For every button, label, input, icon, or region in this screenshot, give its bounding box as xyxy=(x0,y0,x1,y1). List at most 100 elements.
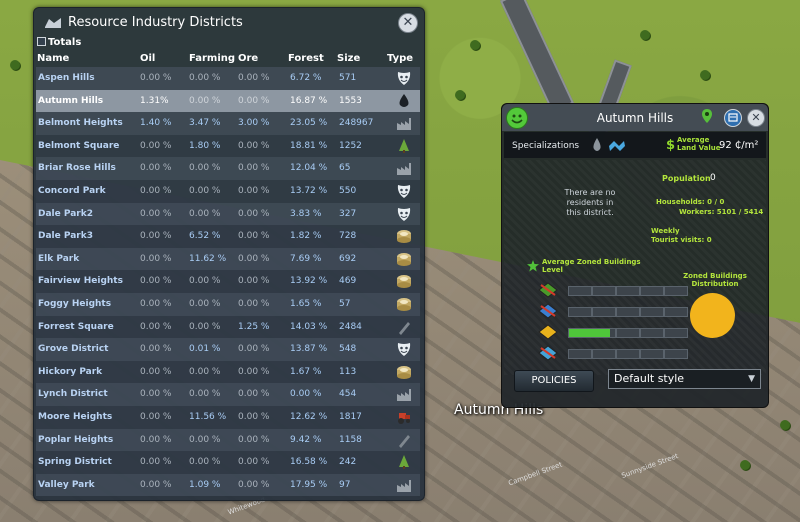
column-header-farming[interactable]: Farming xyxy=(189,53,236,64)
cell-size: 327 xyxy=(339,208,357,219)
totals-toggle[interactable]: Totals xyxy=(37,37,81,48)
cell-ore: 0.00 % xyxy=(238,253,270,264)
cell-oil: 0.00 % xyxy=(140,231,172,242)
table-row[interactable]: Lynch District 0.00 % 0.00 % 0.00 % 0.00 % 45… xyxy=(36,383,420,406)
workers-label: Workers: 5101 / 5414 xyxy=(679,208,764,216)
cell-size: 728 xyxy=(339,231,357,242)
commercial-zone-icon xyxy=(538,303,558,319)
tree xyxy=(740,460,750,470)
cell-size: 113 xyxy=(339,366,357,377)
cell-size: 1817 xyxy=(339,411,362,422)
district-name-title[interactable]: Autumn Hills xyxy=(596,111,674,125)
level-segment xyxy=(664,328,688,338)
table-row[interactable]: Grove District 0.00 % 0.01 % 0.00 % 13.87 % 5… xyxy=(36,338,420,361)
cell-oil: 0.00 % xyxy=(140,389,172,400)
land-value: 92 ₵/m² xyxy=(719,140,759,151)
table-row[interactable]: Hickory Park 0.00 % 0.00 % 0.00 % 1.67 % 113 xyxy=(36,360,420,384)
table-row[interactable]: Dale Park2 0.00 % 0.00 % 0.00 % 3.83 % 327 xyxy=(36,202,420,226)
table-row[interactable]: Foggy Heights 0.00 % 0.00 % 0.00 % 1.65 % 57 xyxy=(36,292,420,316)
cell-name: Hickory Park xyxy=(38,366,103,377)
table-row[interactable]: Moore Heights 0.00 % 11.56 % 0.00 % 12.62 % 1… xyxy=(36,405,420,429)
leisure-mask-icon xyxy=(396,341,412,357)
column-header-size[interactable]: Size xyxy=(337,53,361,64)
office-zone-icon xyxy=(538,345,558,361)
industry-factory-icon xyxy=(396,115,412,131)
close-button[interactable]: ✕ xyxy=(398,13,418,33)
table-row[interactable]: Aspen Hills 0.00 % 0.00 % 0.00 % 6.72 % 571 xyxy=(36,67,420,90)
cell-ore: 0.00 % xyxy=(238,231,270,242)
cell-farming: 0.00 % xyxy=(189,457,221,468)
office-pen-icon xyxy=(396,319,412,335)
table-row[interactable]: Valley Park 0.00 % 1.09 % 0.00 % 17.95 % 97 xyxy=(36,473,420,497)
column-header-oil[interactable]: Oil xyxy=(140,53,156,64)
info-view-button[interactable] xyxy=(724,109,742,127)
forest-tree-icon xyxy=(396,454,412,470)
cell-forest: 23.05 % xyxy=(290,118,328,129)
cell-farming: 0.00 % xyxy=(189,434,221,445)
hightech-chip-icon xyxy=(396,228,412,244)
cell-name: Autumn Hills xyxy=(38,95,104,106)
cell-ore: 0.00 % xyxy=(238,344,270,355)
table-row[interactable]: Elk Park 0.00 % 11.62 % 0.00 % 7.69 % 692 xyxy=(36,247,420,271)
totals-checkbox[interactable] xyxy=(37,37,46,46)
industry-specialization-icon xyxy=(609,141,625,151)
info-header[interactable]: Autumn Hills ✕ xyxy=(502,104,768,131)
cell-ore: 0.00 % xyxy=(238,163,270,174)
cell-oil: 0.00 % xyxy=(140,298,172,309)
cell-forest: 14.03 % xyxy=(290,321,328,332)
households-label: Households: 0 / 0 xyxy=(656,198,725,206)
cell-ore: 0.00 % xyxy=(238,457,270,468)
table-row[interactable]: Fairview Heights 0.00 % 0.00 % 0.00 % 13.92 … xyxy=(36,270,420,293)
policies-button[interactable]: POLICIES xyxy=(514,370,594,392)
column-header-type[interactable]: Type xyxy=(387,53,414,64)
cell-oil: 0.00 % xyxy=(140,321,172,332)
cell-size: 97 xyxy=(339,479,351,490)
cell-forest: 6.72 % xyxy=(290,73,322,83)
residential-zone-icon xyxy=(538,282,558,298)
column-header-ore[interactable]: Ore xyxy=(238,53,259,64)
cell-ore: 3.00 % xyxy=(238,118,270,129)
table-row[interactable]: Dale Park3 0.00 % 6.52 % 0.00 % 1.82 % 728 xyxy=(36,225,420,248)
table-row[interactable]: Briar Rose Hills 0.00 % 0.00 % 0.00 % 12.04 … xyxy=(36,157,420,180)
cell-oil: 0.00 % xyxy=(140,253,172,264)
tree xyxy=(700,70,710,80)
level-segment xyxy=(568,307,592,317)
cell-farming: 11.56 % xyxy=(189,411,227,422)
level-segment xyxy=(568,349,592,359)
table-row[interactable]: Poplar Heights 0.00 % 0.00 % 0.00 % 9.42 % 11… xyxy=(36,428,420,452)
table-row[interactable]: Concord Park 0.00 % 0.00 % 0.00 % 13.72 % 550 xyxy=(36,179,420,203)
leisure-mask-icon xyxy=(396,206,412,222)
cell-farming: 0.00 % xyxy=(189,389,221,400)
location-pin-icon[interactable] xyxy=(702,109,712,123)
industry-factory-icon xyxy=(396,386,412,402)
cell-farming: 11.62 % xyxy=(189,253,227,264)
level-segment xyxy=(592,286,616,296)
level-segment xyxy=(616,286,640,296)
cell-name: Forrest Square xyxy=(38,321,114,332)
column-header-forest[interactable]: Forest xyxy=(288,53,324,64)
tree xyxy=(780,420,790,430)
industry-factory-icon xyxy=(396,477,412,493)
residential-level-bar xyxy=(568,284,694,296)
table-row[interactable]: Belmont Square 0.00 % 1.80 % 0.00 % 18.81 % 1… xyxy=(36,134,420,158)
forest-tree-icon xyxy=(396,138,412,154)
column-header-name[interactable]: Name xyxy=(37,53,70,64)
cell-farming: 0.00 % xyxy=(189,321,221,332)
totals-label: Totals xyxy=(48,37,82,48)
close-icon[interactable]: ✕ xyxy=(747,109,765,127)
tree xyxy=(10,60,20,70)
cell-name: Grove District xyxy=(38,344,109,355)
leisure-mask-icon xyxy=(396,70,412,86)
table-row[interactable]: Spring District 0.00 % 0.00 % 0.00 % 16.58 %… xyxy=(36,451,420,474)
specializations-bar: Specializations $ Average Land Value 92 ₵… xyxy=(504,132,766,158)
cell-farming: 6.52 % xyxy=(189,231,221,242)
cell-oil: 0.00 % xyxy=(140,208,172,219)
cell-name: Belmont Heights xyxy=(38,118,123,129)
table-row[interactable]: Belmont Heights 1.40 % 3.47 % 3.00 % 23.05 %… xyxy=(36,112,420,135)
table-row[interactable]: Autumn Hills 1.31% 0.00 % 0.00 % 16.87 % 1553 xyxy=(36,89,420,113)
style-dropdown[interactable]: Default style ▼ xyxy=(608,369,761,389)
oil-drop-icon xyxy=(593,138,601,151)
panel-header[interactable]: Resource Industry Districts ✕ xyxy=(34,8,424,38)
table-row[interactable]: Forrest Square 0.00 % 0.00 % 1.25 % 14.03 % 2… xyxy=(36,315,420,339)
districts-icon xyxy=(45,18,61,28)
